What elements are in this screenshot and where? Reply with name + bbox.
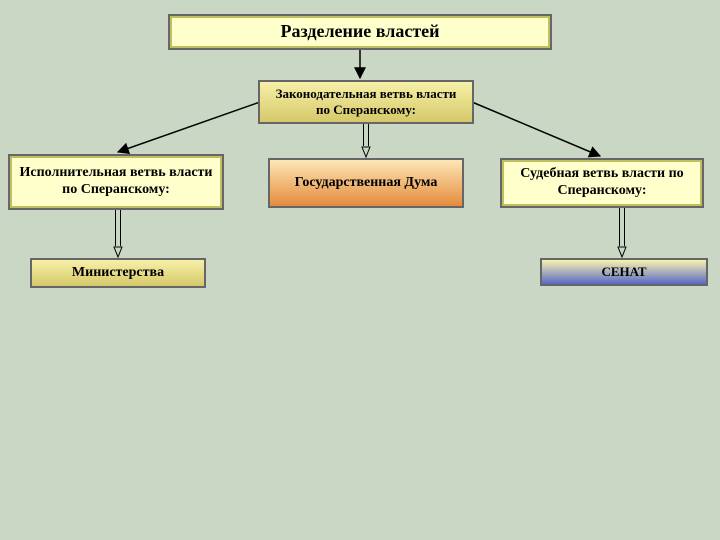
ministries-box: Министерства xyxy=(30,258,206,288)
diagram-canvas: Разделение властей Законодательная ветвь… xyxy=(0,0,720,540)
duma-text: Государственная Дума xyxy=(278,175,454,192)
legislative-text: Законодательная ветвь власти по Сперанск… xyxy=(268,86,464,117)
ministries-text: Министерства xyxy=(40,265,196,282)
legislative-box: Законодательная ветвь власти по Сперанск… xyxy=(258,80,474,124)
judicial-text: Судебная ветвь власти по Сперанскому: xyxy=(510,166,694,200)
title-text: Разделение властей xyxy=(178,21,542,43)
judicial-box: Судебная ветвь власти по Сперанскому: xyxy=(500,158,704,208)
senate-box: СЕНАТ xyxy=(540,258,708,286)
duma-box: Государственная Дума xyxy=(268,158,464,208)
executive-text: Исполнительная ветвь власти по Сперанско… xyxy=(18,165,214,199)
senate-text: СЕНАТ xyxy=(550,264,698,280)
executive-box: Исполнительная ветвь власти по Сперанско… xyxy=(8,154,224,210)
title-box: Разделение властей xyxy=(168,14,552,50)
